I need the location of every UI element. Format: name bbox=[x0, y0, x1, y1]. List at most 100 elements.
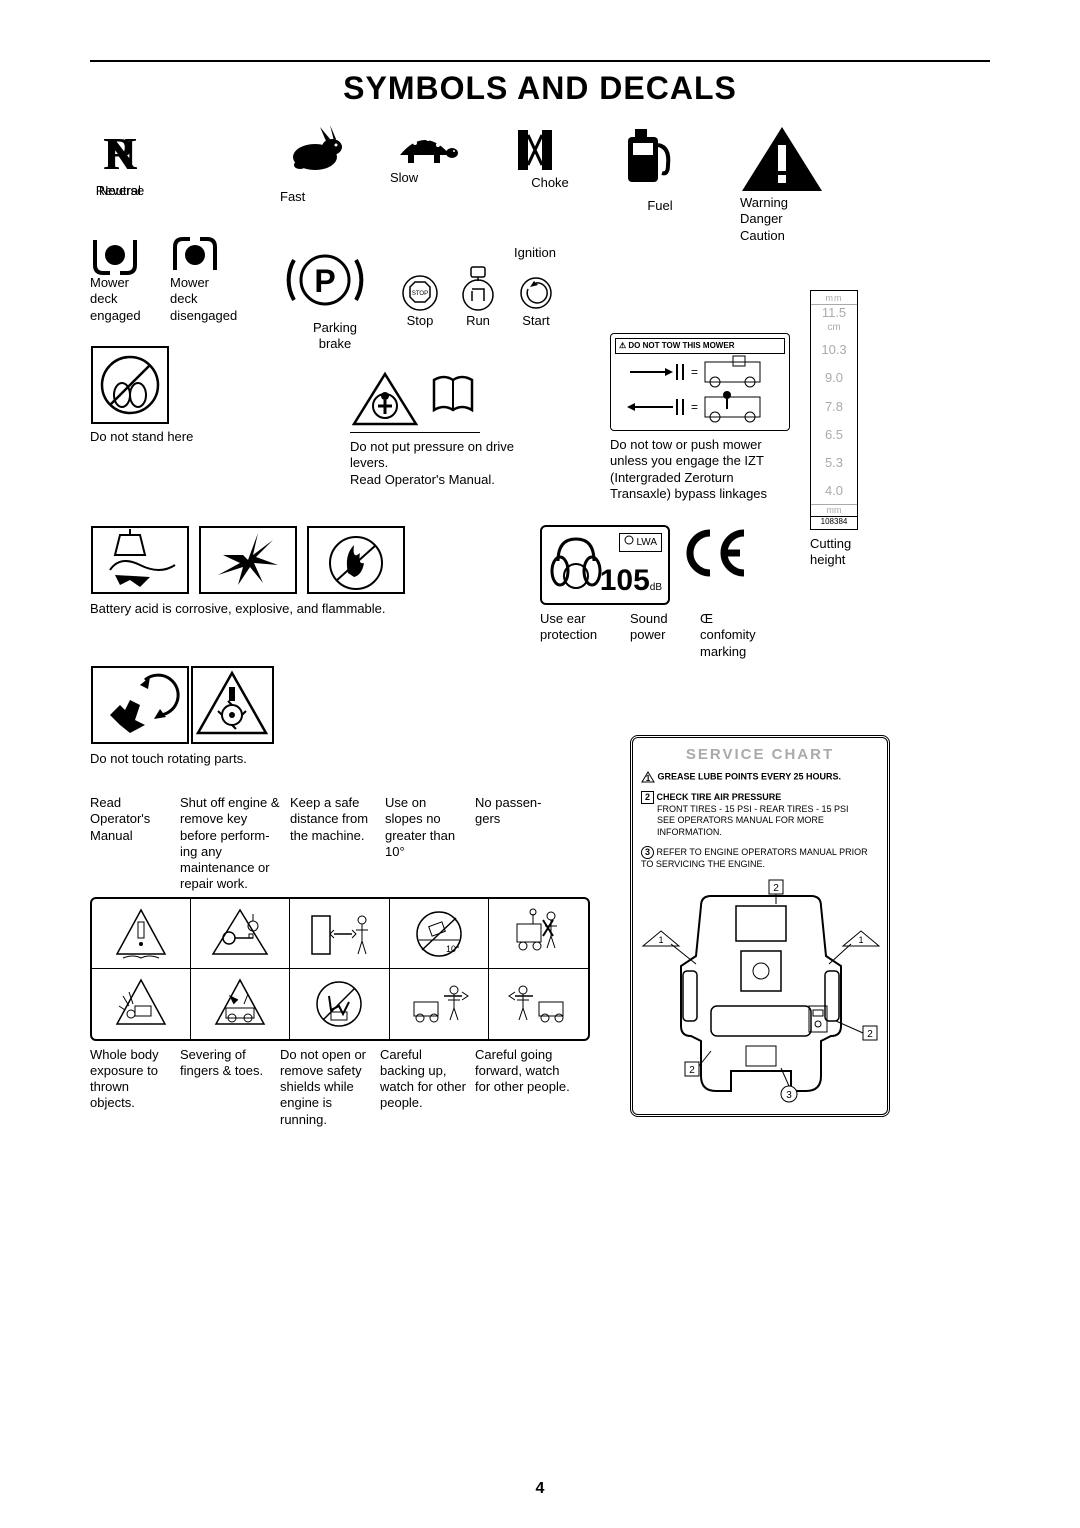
deck-engaged-icon bbox=[90, 235, 140, 275]
cut-unit-bot: mm bbox=[811, 504, 857, 516]
start-label: Start bbox=[516, 313, 556, 329]
rotating-warning-icon bbox=[190, 665, 275, 745]
service-line3: REFER TO ENGINE OPERATORS MANUAL PRIOR T… bbox=[641, 847, 868, 869]
run-label: Run bbox=[458, 313, 498, 329]
svg-text:10°: 10° bbox=[446, 944, 460, 954]
cut-s5: 5.3 bbox=[811, 455, 857, 471]
cut-code: 108384 bbox=[811, 516, 857, 527]
cut-unit-top: mm bbox=[811, 293, 857, 304]
svg-text:2: 2 bbox=[689, 1065, 695, 1076]
svg-text:2: 2 bbox=[867, 1029, 873, 1040]
grid-top-4: No passen- gers bbox=[475, 795, 565, 893]
battery-acid-icon bbox=[90, 525, 190, 595]
tow-diagram-2-icon: = bbox=[615, 389, 775, 424]
cut-s0: 11.5 bbox=[811, 304, 857, 321]
fuel-label: Fuel bbox=[620, 198, 700, 214]
svg-text:1: 1 bbox=[658, 935, 663, 945]
cut-s3: 7.8 bbox=[811, 399, 857, 415]
grid-bot-0: Whole body exposure to thrown objects. bbox=[90, 1047, 180, 1128]
grid-bot-1: Severing of fingers & toes. bbox=[180, 1047, 280, 1128]
service-line2b: FRONT TIRES - 15 PSI - REAR TIRES - 15 P… bbox=[657, 804, 879, 838]
warning-label: Warning Danger Caution bbox=[740, 195, 850, 244]
neutral-letter: N bbox=[103, 125, 136, 183]
fuel-icon bbox=[620, 125, 675, 190]
battery-explosive-icon bbox=[198, 525, 298, 595]
fast-label: Fast bbox=[280, 189, 370, 205]
stop-label: Stop bbox=[400, 313, 440, 329]
battery-flame-icon bbox=[306, 525, 406, 595]
grid-bot-2: Do not open or remove safety shields whi… bbox=[280, 1047, 380, 1128]
ignition-label: Ignition bbox=[470, 245, 600, 261]
grid-top-1: Shut off engine & remove key before perf… bbox=[180, 795, 290, 893]
lwa-label: LWA bbox=[636, 537, 657, 548]
service-line2a: CHECK TIRE AIR PRESSURE bbox=[657, 792, 782, 802]
ce-label: Œ confomity marking bbox=[700, 611, 770, 660]
slow-label: Slow bbox=[390, 170, 480, 186]
no-tow-header: ⚠ DO NOT TOW THIS MOWER bbox=[615, 338, 785, 354]
deck-disengaged-icon bbox=[170, 235, 220, 275]
svg-text:3: 3 bbox=[786, 1090, 792, 1101]
rotating-parts-icon bbox=[90, 665, 190, 745]
battery-label: Battery acid is corrosive, explosive, an… bbox=[90, 601, 490, 617]
grid-backing-icon bbox=[404, 976, 474, 1031]
choke-icon bbox=[510, 125, 560, 175]
svg-text:=: = bbox=[691, 400, 698, 414]
content-area: R Reverse N Neutral Fast Slow bbox=[90, 125, 990, 1325]
service-diagram-icon: 2 1 1 2 2 3 bbox=[641, 876, 881, 1106]
grid-severing-icon bbox=[210, 976, 270, 1031]
ear-protection-icon bbox=[546, 531, 606, 601]
service-title: SERVICE CHART bbox=[641, 746, 879, 765]
no-tow-label: Do not tow or push mower unless you enga… bbox=[610, 437, 790, 502]
run-icon bbox=[458, 265, 498, 313]
grid-distance-icon bbox=[304, 906, 374, 961]
cut-s4: 6.5 bbox=[811, 427, 857, 443]
rotating-label: Do not touch rotating parts. bbox=[90, 751, 310, 767]
page-number: 4 bbox=[0, 1480, 1080, 1498]
ear-label: Use ear protection bbox=[540, 611, 610, 660]
deck-disengaged-label: Mower deck disengaged bbox=[170, 275, 250, 324]
grid-top-3: Use on slopes no greater than 10° bbox=[385, 795, 475, 893]
cut-s2: 9.0 bbox=[811, 370, 857, 386]
grid-slope-icon: 10° bbox=[404, 906, 474, 961]
warning-icon bbox=[740, 125, 825, 195]
no-stand-icon bbox=[90, 345, 170, 425]
parking-label: Parking brake bbox=[280, 320, 390, 353]
grid-top-0: Read Operator's Manual bbox=[90, 795, 180, 893]
cut-cm: cm bbox=[811, 322, 857, 335]
grid-bot-4: Careful going forward, watch for other p… bbox=[475, 1047, 575, 1128]
page-title: SYMBOLS AND DECALS bbox=[90, 70, 990, 107]
grid-forward-icon bbox=[503, 976, 573, 1031]
sound-value: 105 bbox=[600, 564, 650, 597]
svg-text:P: P bbox=[314, 263, 335, 299]
no-stand-label: Do not stand here bbox=[90, 429, 250, 445]
turtle-icon bbox=[390, 125, 460, 170]
svg-text:2: 2 bbox=[773, 883, 779, 894]
svg-text:STOP: STOP bbox=[412, 291, 428, 297]
svg-text:1: 1 bbox=[646, 774, 651, 783]
grid-shields-icon bbox=[309, 976, 369, 1031]
choke-label: Choke bbox=[510, 175, 590, 191]
cutting-label: Cutting height bbox=[810, 536, 880, 569]
grid-bot-3: Careful backing up, watch for other peop… bbox=[380, 1047, 475, 1128]
pressure-warning-icon bbox=[350, 370, 420, 430]
grid-top-2: Keep a safe distance from the machine. bbox=[290, 795, 385, 893]
cut-s6: 4.0 bbox=[811, 483, 857, 499]
grid-passenger-icon bbox=[503, 906, 573, 961]
sound-unit: dB bbox=[650, 582, 662, 593]
service-line1: GREASE LUBE POINTS EVERY 25 HOURS. bbox=[658, 771, 842, 781]
tow-diagram-1-icon: = bbox=[615, 354, 775, 389]
manual-icon bbox=[428, 370, 478, 420]
svg-text:1: 1 bbox=[858, 935, 863, 945]
grid-key-icon bbox=[205, 906, 275, 961]
stop-icon: STOP bbox=[400, 265, 440, 313]
neutral-label: Neutral bbox=[99, 183, 141, 198]
svg-text:=: = bbox=[691, 365, 698, 379]
grid-thrown-icon bbox=[111, 976, 171, 1031]
no-pressure-label: Do not put pressure on drive levers. Rea… bbox=[350, 439, 540, 488]
rabbit-icon bbox=[280, 125, 350, 175]
grid-manual-icon bbox=[111, 906, 171, 961]
deck-engaged-label: Mower deck engaged bbox=[90, 275, 160, 324]
parking-brake-icon: P bbox=[280, 240, 370, 320]
start-icon bbox=[516, 265, 556, 313]
cut-s1: 10.3 bbox=[811, 342, 857, 358]
